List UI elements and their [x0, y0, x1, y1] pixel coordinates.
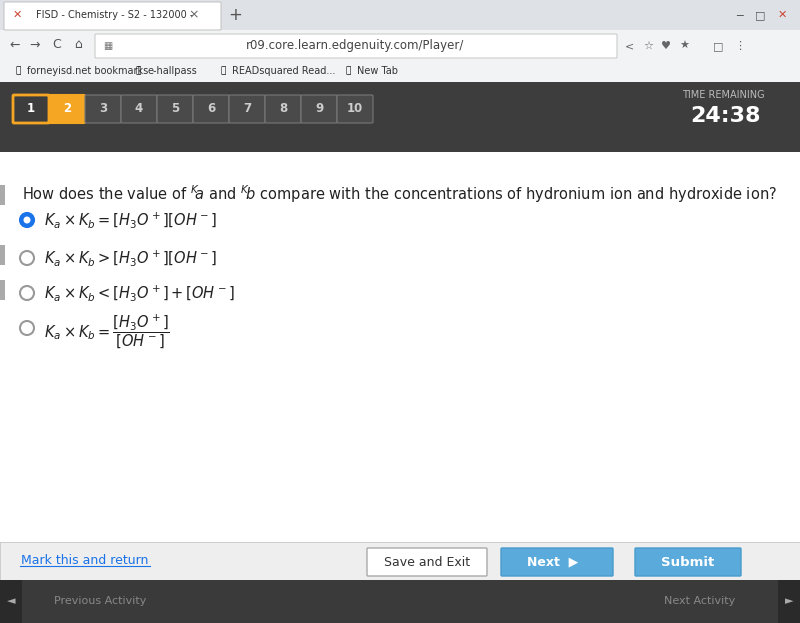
Text: Next  ▶: Next ▶	[527, 556, 578, 569]
Text: $K_a \times K_b = \dfrac{[H_3O^+]}{[OH^-]}$: $K_a \times K_b = \dfrac{[H_3O^+]}{[OH^-…	[44, 313, 170, 351]
Text: Previous Activity: Previous Activity	[54, 596, 146, 606]
Text: C: C	[53, 39, 62, 52]
FancyBboxPatch shape	[0, 185, 5, 205]
Text: $K_a \times K_b > [H_3O^+][OH^-]$: $K_a \times K_b > [H_3O^+][OH^-]$	[44, 248, 217, 268]
Text: 2: 2	[63, 103, 71, 115]
Text: □: □	[754, 10, 766, 20]
Text: 🌐: 🌐	[346, 67, 350, 75]
Text: ⌂: ⌂	[74, 39, 82, 52]
FancyBboxPatch shape	[157, 95, 193, 123]
Circle shape	[23, 217, 30, 224]
Text: ▦: ▦	[103, 41, 113, 51]
Text: Save and Exit: Save and Exit	[384, 556, 470, 569]
Text: r09.core.learn.edgenuity.com/Player/: r09.core.learn.edgenuity.com/Player/	[246, 39, 464, 52]
Circle shape	[20, 321, 34, 335]
Text: 📖: 📖	[220, 67, 226, 75]
FancyBboxPatch shape	[121, 95, 157, 123]
Text: 9: 9	[315, 103, 323, 115]
FancyBboxPatch shape	[265, 95, 301, 123]
FancyBboxPatch shape	[95, 34, 617, 58]
Text: 10: 10	[347, 103, 363, 115]
FancyBboxPatch shape	[0, 82, 800, 152]
Text: ×: ×	[189, 9, 199, 22]
Text: 🔷: 🔷	[135, 67, 141, 75]
Text: ★: ★	[679, 41, 689, 51]
Text: 1: 1	[27, 103, 35, 115]
FancyBboxPatch shape	[778, 580, 800, 623]
FancyBboxPatch shape	[85, 95, 121, 123]
Text: ✕: ✕	[778, 10, 786, 20]
FancyBboxPatch shape	[0, 280, 5, 300]
Text: $K_a \times K_b = [H_3O^+][OH^-]$: $K_a \times K_b = [H_3O^+][OH^-]$	[44, 210, 217, 230]
Text: 7: 7	[243, 103, 251, 115]
FancyBboxPatch shape	[49, 95, 85, 123]
Text: □: □	[713, 41, 723, 51]
Circle shape	[20, 251, 34, 265]
Text: ◄: ◄	[6, 596, 15, 606]
FancyBboxPatch shape	[635, 548, 741, 576]
FancyBboxPatch shape	[0, 245, 5, 265]
Text: 4: 4	[135, 103, 143, 115]
FancyBboxPatch shape	[367, 548, 487, 576]
Text: Submit: Submit	[662, 556, 714, 569]
FancyBboxPatch shape	[0, 152, 800, 542]
Circle shape	[20, 213, 34, 227]
Text: Mark this and return: Mark this and return	[22, 554, 149, 568]
FancyBboxPatch shape	[501, 548, 613, 576]
Text: →: →	[30, 39, 40, 52]
FancyBboxPatch shape	[0, 580, 22, 623]
Text: 24:38: 24:38	[690, 106, 760, 126]
Text: READsquared Read...: READsquared Read...	[232, 66, 335, 76]
FancyBboxPatch shape	[193, 95, 229, 123]
FancyBboxPatch shape	[0, 0, 800, 30]
Text: How does the value of $^{K}\!a$ and $^{K}\!b$ compare with the concentrations of: How does the value of $^{K}\!a$ and $^{K…	[22, 183, 777, 205]
Text: $K_a \times K_b < [H_3O^+]+[OH^-]$: $K_a \times K_b < [H_3O^+]+[OH^-]$	[44, 283, 234, 303]
Text: forneyisd.net bookmarks: forneyisd.net bookmarks	[27, 66, 148, 76]
FancyBboxPatch shape	[301, 95, 337, 123]
FancyBboxPatch shape	[0, 542, 800, 580]
Text: <: <	[626, 41, 634, 51]
Text: ─: ─	[737, 10, 743, 20]
Text: 🗂: 🗂	[15, 67, 21, 75]
Text: e-hallpass: e-hallpass	[147, 66, 197, 76]
Text: 8: 8	[279, 103, 287, 115]
FancyBboxPatch shape	[13, 95, 49, 123]
Text: FISD - Chemistry - S2 - 132000 -: FISD - Chemistry - S2 - 132000 -	[36, 10, 194, 20]
Text: ⋮: ⋮	[734, 41, 746, 51]
Text: New Tab: New Tab	[357, 66, 398, 76]
Circle shape	[20, 286, 34, 300]
Text: +: +	[228, 6, 242, 24]
FancyBboxPatch shape	[4, 2, 221, 30]
FancyBboxPatch shape	[0, 30, 800, 60]
Text: ☆: ☆	[643, 41, 653, 51]
FancyBboxPatch shape	[0, 60, 800, 82]
Text: ♥: ♥	[661, 41, 671, 51]
Text: TIME REMAINING: TIME REMAINING	[682, 90, 764, 100]
FancyBboxPatch shape	[0, 580, 800, 623]
FancyBboxPatch shape	[337, 95, 373, 123]
Text: Next Activity: Next Activity	[664, 596, 736, 606]
Text: 5: 5	[171, 103, 179, 115]
Text: 3: 3	[99, 103, 107, 115]
Text: ✕: ✕	[12, 10, 22, 20]
Text: ►: ►	[785, 596, 794, 606]
Text: ←: ←	[10, 39, 20, 52]
FancyBboxPatch shape	[229, 95, 265, 123]
Text: 6: 6	[207, 103, 215, 115]
